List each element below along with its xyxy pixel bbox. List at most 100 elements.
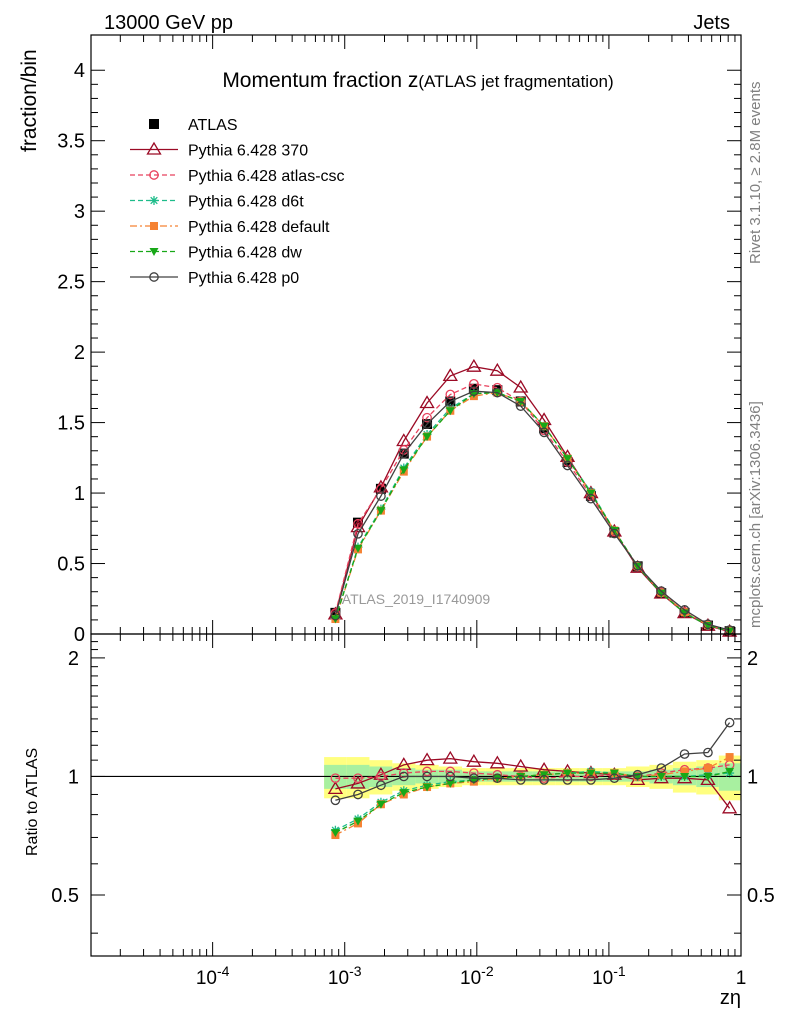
legend-label: Pythia 6.428 p0 [188, 270, 299, 287]
ratio-series-point [703, 747, 713, 758]
ratio-series-point [330, 829, 340, 838]
ratio-frame [90, 633, 742, 957]
ratio-series-point [330, 773, 341, 784]
series-point [419, 395, 435, 409]
ratio-series-line [335, 770, 730, 834]
ratio-series-point [725, 753, 734, 762]
chart-title: Momentum fraction z(ATLAS jet fragmentat… [222, 69, 613, 92]
series-point [422, 433, 432, 442]
series-point [445, 396, 456, 407]
ratio-series-layer [327, 717, 738, 840]
ratio-series-point [703, 764, 712, 773]
ratio-series-point [398, 771, 409, 782]
legend-marker [149, 248, 159, 256]
series-point [492, 387, 503, 398]
ratio-series-point [353, 773, 363, 784]
series-point [442, 368, 458, 382]
legend: ATLAS Pythia 6.428 370 Pythia 6.428 atlas-… [130, 117, 345, 287]
ratio-series-point [679, 749, 690, 759]
ratio-series-point [398, 768, 409, 778]
ratio-series-point [419, 752, 435, 766]
y-tick-label: 4 [74, 60, 85, 82]
series-line [334, 390, 730, 631]
ratio-series-point [721, 800, 738, 814]
x-axis-label: zη [720, 987, 741, 1009]
ratio-series-point [445, 766, 456, 777]
y-tick-label: 2.5 [57, 272, 85, 294]
series-point [609, 528, 620, 539]
series-point [489, 362, 505, 376]
legend-marker [149, 196, 159, 205]
series-point [539, 422, 549, 431]
series-point [586, 493, 596, 504]
ratio-series-point [725, 767, 735, 776]
ratio-series-point [680, 772, 690, 781]
header-category: Jets [693, 12, 730, 34]
header-process: 13000 GeV pp [104, 12, 233, 34]
ratio-series-point [513, 758, 529, 772]
ratio-series-point [489, 755, 505, 769]
x-tick-label: 10-2 [460, 963, 494, 989]
series-point [445, 389, 456, 400]
series-line [334, 391, 730, 632]
ratio-series-point [330, 795, 341, 806]
series-point [353, 544, 363, 553]
series-point [656, 586, 667, 596]
series-point [539, 427, 549, 438]
series-point [515, 401, 526, 411]
ratio-tick-label-right: 0.5 [747, 885, 775, 907]
series-point [563, 455, 573, 464]
ratio-series-point [539, 775, 549, 785]
series-point [398, 448, 409, 459]
data-point [352, 517, 363, 528]
ratio-tick-label: 2 [68, 648, 79, 670]
series-point [353, 528, 363, 539]
series-point [632, 560, 643, 571]
legend-label-data: ATLAS [188, 117, 238, 134]
ratio-series-point [376, 800, 386, 809]
ratio-tick-label: 0.5 [51, 885, 79, 907]
chart-title-main: Momentum fraction z [222, 69, 418, 92]
series-point [633, 562, 643, 571]
series-point [376, 507, 386, 516]
ratio-series-point [445, 779, 455, 788]
series-point [656, 589, 666, 598]
ratio-series-point [656, 763, 667, 773]
main-series-layer [327, 358, 738, 637]
legend-marker [149, 170, 159, 180]
series-point [469, 386, 479, 397]
legend-label: Pythia 6.428 atlas-csc [188, 168, 345, 185]
chart-title-suffix: (ATLAS jet fragmentation) [418, 72, 613, 91]
series-point [586, 489, 596, 498]
y-tick-label: 3.5 [57, 131, 85, 153]
y-tick-label: 2 [74, 342, 85, 364]
data-point [375, 483, 386, 494]
y-tick-label: 0 [74, 624, 85, 646]
ratio-series-point [586, 769, 596, 778]
ratio-series-point [422, 771, 432, 782]
series-point [466, 358, 482, 372]
ratio-series-point [656, 772, 666, 781]
ratio-series-point [676, 770, 693, 784]
ratio-series-point [350, 775, 366, 789]
legend-label: Pythia 6.428 d6t [188, 194, 304, 211]
ratio-series-point [376, 780, 386, 791]
series-point [422, 419, 432, 429]
x-tick-label: 10-4 [196, 963, 230, 989]
series-point [679, 605, 690, 615]
x-tick-label: 10-1 [592, 963, 626, 989]
ratio-series-point [724, 717, 735, 728]
ratio-series-point [609, 773, 620, 784]
ratio-series-point [703, 772, 713, 781]
ratio-series-point [422, 766, 432, 777]
ratio-series-point [445, 771, 456, 782]
series-point [513, 379, 529, 393]
legend-label: Pythia 6.428 default [188, 219, 330, 236]
legend-label: Pythia 6.428 dw [188, 245, 302, 262]
ratio-y-axis-label: Ratio to ATLAS [24, 748, 41, 856]
ratio-series-point [466, 753, 482, 767]
series-point [353, 518, 363, 529]
y-tick-label: 0.5 [57, 554, 85, 576]
ratio-series-point [353, 789, 363, 800]
